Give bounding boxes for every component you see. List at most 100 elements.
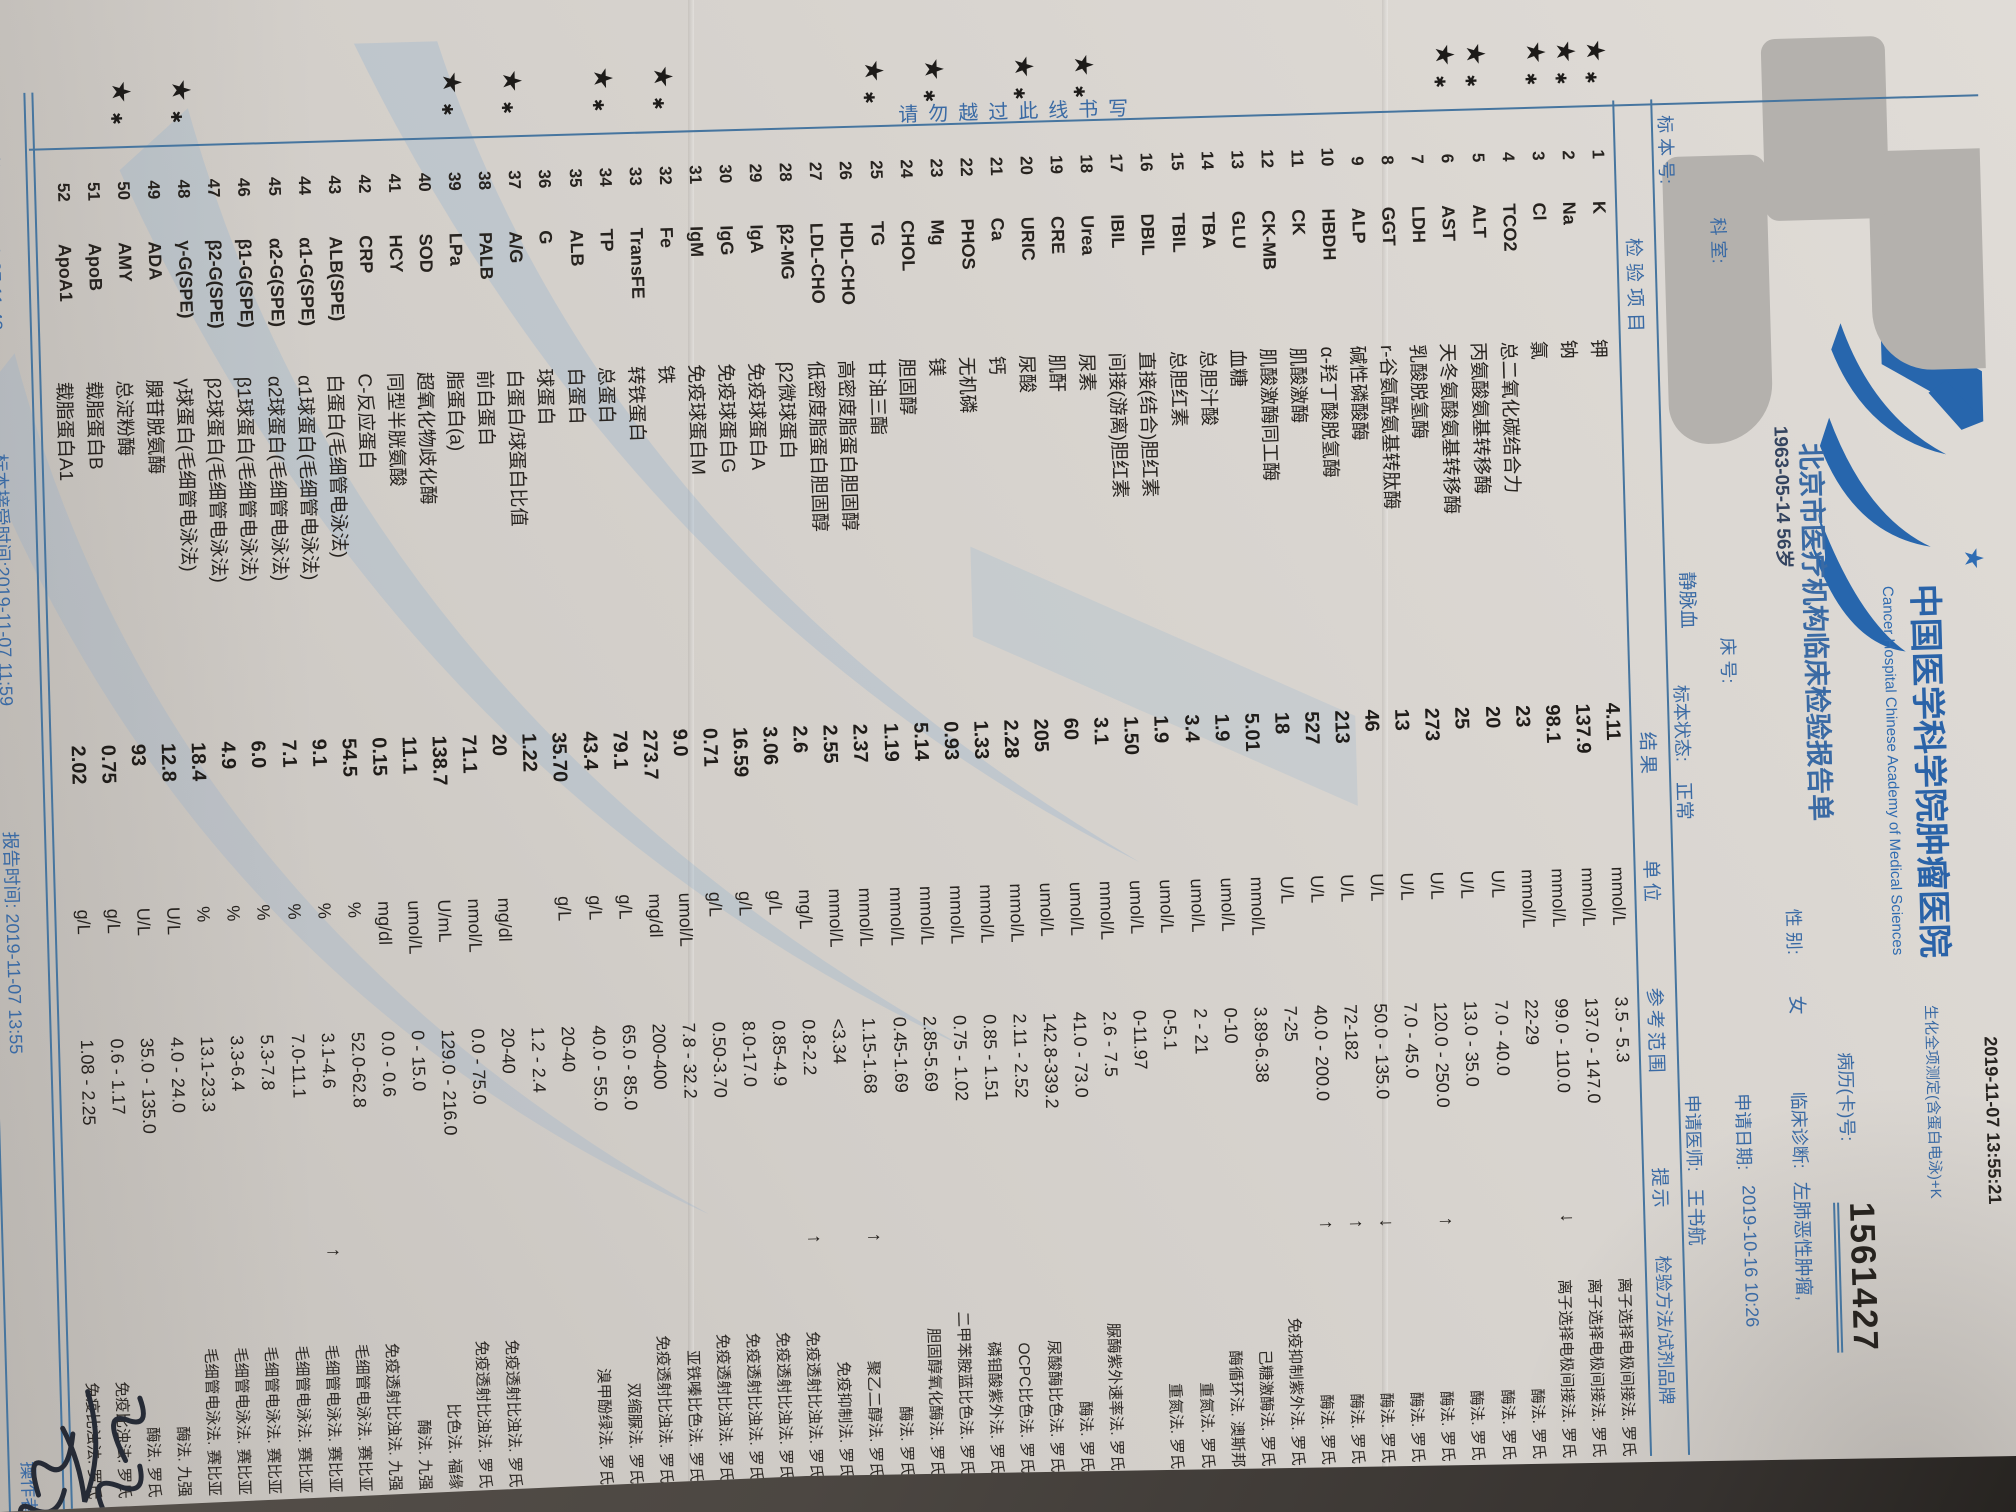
cell-unit: g/L xyxy=(704,891,726,918)
cell-method: 毛细管电泳法. 赛比亚 xyxy=(352,1343,374,1493)
cell-no: 31 xyxy=(685,164,706,185)
bed-label: 床 号: xyxy=(1717,637,1739,684)
cell-method: 酶法. 罗氏 xyxy=(1497,1389,1517,1461)
cell-code: α2-G(SPE) xyxy=(265,237,288,328)
cell-unit: mmol/L xyxy=(1517,868,1539,929)
cell-unit: % xyxy=(253,904,275,921)
cell-name: 载脂蛋白B xyxy=(82,380,106,470)
cell-no: 13 xyxy=(1227,149,1247,170)
star-small-icon: ✱ xyxy=(107,112,125,126)
cell-no: 2 xyxy=(1558,150,1578,161)
cell-code: Ca xyxy=(987,217,1008,242)
cell-name: 钙 xyxy=(985,355,1007,376)
cell-result: 0.15 xyxy=(367,736,391,777)
cell-method: 免疫透射比浊法. 九强 xyxy=(382,1342,404,1492)
cell-result: 5.14 xyxy=(908,721,933,762)
cell-method: 毛细管电泳法. 赛比亚 xyxy=(201,1347,223,1497)
cell-method: 酶法. 罗氏 xyxy=(1377,1392,1397,1464)
cell-name: 载脂蛋白A1 xyxy=(52,381,77,482)
cell-result: 18.4 xyxy=(186,741,210,782)
cell-unit: umol/L xyxy=(404,900,426,955)
cell-name: 前白蛋白 xyxy=(473,369,497,447)
cell-unit: g/L xyxy=(73,909,94,935)
cell-name: 肌酸激酶同工酶 xyxy=(1255,347,1281,482)
cell-no: 14 xyxy=(1197,150,1217,171)
star-small-icon: ✱ xyxy=(1461,74,1479,88)
cell-range: 3.1-4.6 xyxy=(317,1032,339,1090)
cell-code: G xyxy=(535,230,557,245)
cell-result: 79.1 xyxy=(608,730,632,770)
cell-method: 离子选择电极间接法. 罗氏 xyxy=(1554,1278,1577,1459)
cell-unit: U/L xyxy=(133,907,155,937)
cell-result: 2.37 xyxy=(848,723,872,763)
cell-code: TransFE xyxy=(626,227,649,300)
cell-no: 50 xyxy=(113,180,134,201)
cell-name: α-羟丁酸脱氢酶 xyxy=(1316,346,1341,479)
diagnosis-label: 临床诊断: xyxy=(1787,1091,1811,1169)
cell-method: 毛细管电泳法. 赛比亚 xyxy=(231,1346,254,1496)
cell-name: 白蛋白(毛细管电泳法) xyxy=(323,374,350,559)
cell-result: 7.1 xyxy=(277,739,300,768)
cell-result: 13 xyxy=(1390,708,1414,732)
cell-unit: U/L xyxy=(1427,871,1448,900)
cell-no: 4 xyxy=(1498,151,1518,162)
cell-no: 3 xyxy=(1528,150,1548,161)
cell-method: OCPC比色法. 罗氏 xyxy=(1014,1342,1036,1474)
cell-name: 白蛋白 xyxy=(563,367,587,425)
cell-code: AST xyxy=(1438,204,1460,242)
cell-range: 0.85-4.9 xyxy=(768,1019,791,1087)
cell-result: 2.28 xyxy=(999,719,1023,759)
cell-range: 0-5.1 xyxy=(1159,1008,1182,1051)
cell-no: 16 xyxy=(1136,152,1157,172)
apply-date-value: 2019-10-16 10:26 xyxy=(1738,1184,1763,1328)
cell-unit: % xyxy=(193,905,214,923)
cell-result: 71.1 xyxy=(457,734,481,774)
cell-no: 33 xyxy=(625,166,646,187)
cell-name: γ球蛋白(毛细管电泳法) xyxy=(172,378,200,572)
case-no-label: 病历(卡)号: xyxy=(1834,1052,1858,1142)
cell-result: 9.1 xyxy=(307,738,330,768)
cell-result: 16.59 xyxy=(728,726,752,778)
cell-no: 20 xyxy=(1016,155,1037,176)
cell-result: 9.0 xyxy=(668,728,692,757)
cell-code: IgM xyxy=(686,225,708,258)
cell-method: 胆固醇氧化酶法. 罗氏 xyxy=(923,1327,946,1477)
cell-no: 51 xyxy=(83,181,104,202)
cell-name: 血糖 xyxy=(1225,348,1248,388)
cell-method: 免疫透射比浊法. 罗氏 xyxy=(653,1335,675,1484)
cell-code: GLU xyxy=(1227,210,1250,250)
cell-no: 17 xyxy=(1106,153,1127,173)
cell-name: 低密度脂蛋白胆固醇 xyxy=(804,360,831,533)
cell-no: 36 xyxy=(535,169,555,189)
cell-no: 19 xyxy=(1046,154,1067,175)
cell-unit: mmol/L xyxy=(1096,880,1118,941)
cell-method: 酶法. 九强 xyxy=(414,1419,434,1491)
cell-code: CRE xyxy=(1047,215,1069,255)
cell-range: 5.3-7.8 xyxy=(257,1034,279,1091)
cell-unit: mmol/L xyxy=(1246,876,1269,937)
cell-code: CRP xyxy=(355,235,377,274)
cell-no: 32 xyxy=(655,165,676,186)
cell-method: 免疫透射比浊法. 罗氏 xyxy=(472,1340,494,1489)
cell-unit: U/mL xyxy=(434,899,456,943)
cell-code: TG xyxy=(866,220,888,247)
star-icon: ★ xyxy=(918,57,950,82)
cell-range: <3.34 xyxy=(828,1018,851,1065)
cell-result: 20 xyxy=(1480,705,1504,729)
apply-date-label: 申请日期: xyxy=(1731,1092,1755,1171)
cell-result: 11.1 xyxy=(397,736,421,775)
cell-name: 镁 xyxy=(924,357,947,377)
cell-no: 44 xyxy=(294,175,315,196)
cell-name: 超氧化物歧化酶 xyxy=(413,371,439,506)
cell-range: 0-11.97 xyxy=(1129,1009,1152,1071)
doctor-label: 申请医师: xyxy=(1681,1094,1705,1172)
cell-result: 3.4 xyxy=(1179,714,1203,743)
redaction-block xyxy=(1662,154,1774,445)
cell-code: CK-MB xyxy=(1258,209,1280,271)
cell-range: 0-10 xyxy=(1220,1007,1242,1044)
print-timestamp: 2019-11-07 13:55:21 xyxy=(1980,1036,2006,1205)
cell-name: α2球蛋白(毛细管电泳法) xyxy=(262,375,290,582)
cell-method: 比色法. 福缘 xyxy=(444,1403,464,1490)
cell-method: 离子选择电极间接法. 罗氏 xyxy=(1584,1278,1607,1458)
cell-code: Mg xyxy=(927,219,948,246)
